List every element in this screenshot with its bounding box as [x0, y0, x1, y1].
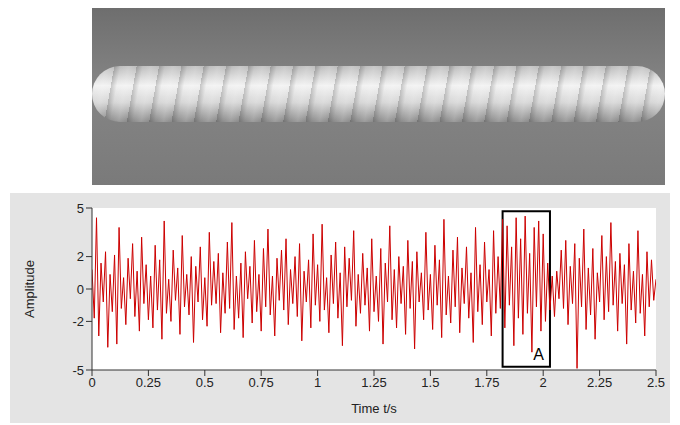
- svg-text:0.25: 0.25: [136, 375, 161, 390]
- svg-text:2.25: 2.25: [587, 375, 612, 390]
- svg-text:2: 2: [77, 249, 84, 264]
- svg-text:1.25: 1.25: [361, 375, 386, 390]
- svg-text:5: 5: [77, 201, 84, 216]
- svg-text:-2: -2: [72, 314, 84, 329]
- svg-text:Amplitude: Amplitude: [22, 260, 37, 318]
- svg-text:-5: -5: [72, 363, 84, 378]
- svg-text:1.5: 1.5: [421, 375, 439, 390]
- svg-text:0: 0: [88, 375, 95, 390]
- svg-text:A: A: [533, 346, 544, 363]
- svg-text:2.5: 2.5: [647, 375, 665, 390]
- svg-text:1.75: 1.75: [474, 375, 499, 390]
- svg-text:2: 2: [540, 375, 547, 390]
- svg-text:0.75: 0.75: [249, 375, 274, 390]
- svg-text:0.5: 0.5: [196, 375, 214, 390]
- svg-text:Time t/s: Time t/s: [351, 401, 397, 416]
- svg-text:1: 1: [314, 375, 321, 390]
- svg-text:0: 0: [77, 282, 84, 297]
